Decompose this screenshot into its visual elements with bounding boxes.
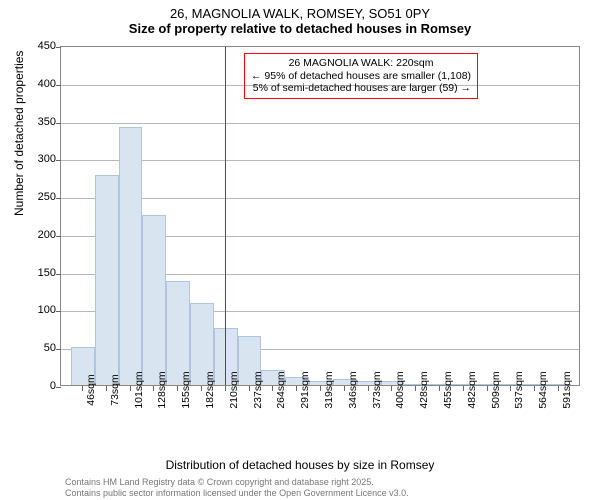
- xtick-label: 73sqm: [109, 374, 121, 406]
- xtick-label: 346sqm: [347, 371, 359, 408]
- ytick-label: 50: [26, 342, 56, 354]
- gridline: [61, 123, 579, 124]
- histogram-bar: [119, 127, 143, 385]
- xtick-label: 319sqm: [323, 371, 335, 408]
- xtick-label: 237sqm: [252, 371, 264, 408]
- annotation-line1: 26 MAGNOLIA WALK: 220sqm: [251, 57, 471, 70]
- plot-region: 26 MAGNOLIA WALK: 220sqm← 95% of detache…: [60, 46, 580, 386]
- ytick-mark: [56, 198, 61, 199]
- xtick-mark: [272, 386, 273, 391]
- ytick-mark: [56, 160, 61, 161]
- histogram-bar: [95, 175, 119, 385]
- xtick-label: 400sqm: [394, 371, 406, 408]
- xtick-mark: [249, 386, 250, 391]
- footnote-line1: Contains HM Land Registry data © Crown c…: [65, 477, 600, 488]
- xtick-label: 591sqm: [561, 371, 573, 408]
- ytick-label: 100: [26, 304, 56, 316]
- xtick-label: 537sqm: [513, 371, 525, 408]
- xtick-mark: [296, 386, 297, 391]
- xtick-label: 46sqm: [85, 374, 97, 406]
- xtick-mark: [487, 386, 488, 391]
- ytick-label: 250: [26, 191, 56, 203]
- histogram-bar: [166, 281, 190, 385]
- xtick-mark: [106, 386, 107, 391]
- ytick-label: 450: [26, 40, 56, 52]
- chart-area: 26 MAGNOLIA WALK: 220sqm← 95% of detache…: [60, 46, 580, 426]
- xtick-mark: [130, 386, 131, 391]
- xtick-label: 455sqm: [442, 371, 454, 408]
- xtick-label: 291sqm: [299, 371, 311, 408]
- xtick-label: 128sqm: [156, 371, 168, 408]
- footnote: Contains HM Land Registry data © Crown c…: [65, 477, 600, 499]
- ytick-mark: [56, 311, 61, 312]
- xtick-label: 155sqm: [180, 371, 192, 408]
- reference-line: [225, 47, 226, 385]
- xtick-label: 101sqm: [133, 371, 145, 408]
- footnote-line2: Contains public sector information licen…: [65, 488, 600, 499]
- xtick-mark: [82, 386, 83, 391]
- ytick-label: 300: [26, 153, 56, 165]
- ytick-mark: [56, 123, 61, 124]
- ytick-label: 350: [26, 116, 56, 128]
- ytick-label: 400: [26, 78, 56, 90]
- xtick-mark: [225, 386, 226, 391]
- xtick-mark: [415, 386, 416, 391]
- xtick-mark: [439, 386, 440, 391]
- xtick-label: 509sqm: [490, 371, 502, 408]
- y-axis-label: Number of detached properties: [12, 51, 26, 216]
- xtick-mark: [510, 386, 511, 391]
- histogram-bar: [142, 215, 166, 385]
- xtick-mark: [534, 386, 535, 391]
- title-line1: 26, MAGNOLIA WALK, ROMSEY, SO51 0PY: [0, 0, 600, 21]
- xtick-mark: [368, 386, 369, 391]
- ytick-mark: [56, 236, 61, 237]
- xtick-label: 482sqm: [466, 371, 478, 408]
- annotation-box: 26 MAGNOLIA WALK: 220sqm← 95% of detache…: [244, 53, 478, 99]
- ytick-label: 150: [26, 267, 56, 279]
- x-axis-label: Distribution of detached houses by size …: [0, 458, 600, 472]
- xtick-label: 264sqm: [275, 371, 287, 408]
- xtick-mark: [153, 386, 154, 391]
- xtick-mark: [391, 386, 392, 391]
- xtick-label: 210sqm: [228, 371, 240, 408]
- xtick-label: 428sqm: [418, 371, 430, 408]
- xtick-label: 182sqm: [204, 371, 216, 408]
- ytick-mark: [56, 47, 61, 48]
- ytick-mark: [56, 387, 61, 388]
- xtick-mark: [463, 386, 464, 391]
- annotation-line3: 5% of semi-detached houses are larger (5…: [251, 82, 471, 95]
- ytick-label: 200: [26, 229, 56, 241]
- ytick-mark: [56, 85, 61, 86]
- ytick-mark: [56, 274, 61, 275]
- ytick-mark: [56, 349, 61, 350]
- xtick-label: 373sqm: [371, 371, 383, 408]
- xtick-mark: [558, 386, 559, 391]
- xtick-label: 564sqm: [537, 371, 549, 408]
- xtick-mark: [201, 386, 202, 391]
- title-line2: Size of property relative to detached ho…: [0, 21, 600, 40]
- xtick-mark: [344, 386, 345, 391]
- xtick-mark: [177, 386, 178, 391]
- ytick-label: 0: [26, 380, 56, 392]
- xtick-mark: [320, 386, 321, 391]
- annotation-line2: ← 95% of detached houses are smaller (1,…: [251, 70, 471, 83]
